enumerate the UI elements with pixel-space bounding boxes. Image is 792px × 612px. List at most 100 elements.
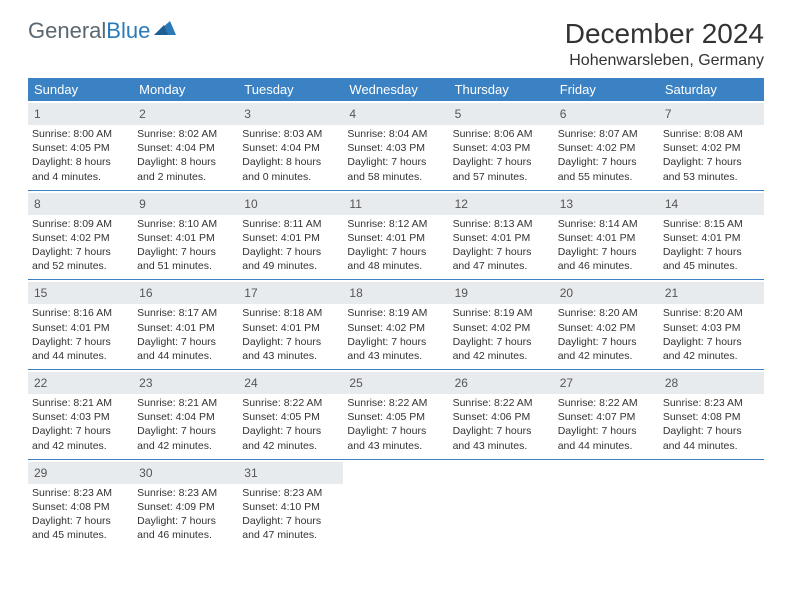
day-number-row: 14: [659, 193, 764, 215]
week-row: 1Sunrise: 8:00 AMSunset: 4:05 PMDaylight…: [28, 101, 764, 191]
day-cell: 3Sunrise: 8:03 AMSunset: 4:04 PMDaylight…: [238, 101, 343, 190]
day-number-row: 13: [554, 193, 659, 215]
day-cell: 26Sunrise: 8:22 AMSunset: 4:06 PMDayligh…: [449, 370, 554, 459]
logo: GeneralBlue: [28, 18, 176, 44]
day-info: Sunrise: 8:19 AMSunset: 4:02 PMDaylight:…: [453, 306, 550, 363]
week-row: 8Sunrise: 8:09 AMSunset: 4:02 PMDaylight…: [28, 191, 764, 281]
daylight-text: Daylight: 7 hours and 52 minutes.: [32, 245, 129, 273]
day-cell: 12Sunrise: 8:13 AMSunset: 4:01 PMDayligh…: [449, 191, 554, 280]
day-number-row: 30: [133, 462, 238, 484]
weekday-saturday: Saturday: [659, 78, 764, 101]
day-cell: 1Sunrise: 8:00 AMSunset: 4:05 PMDaylight…: [28, 101, 133, 190]
calendar: SundayMondayTuesdayWednesdayThursdayFrid…: [0, 78, 792, 548]
sunset-text: Sunset: 4:04 PM: [242, 141, 339, 155]
sunrise-text: Sunrise: 8:14 AM: [558, 217, 655, 231]
empty-cell: [554, 460, 659, 549]
day-cell: 10Sunrise: 8:11 AMSunset: 4:01 PMDayligh…: [238, 191, 343, 280]
week-row: 29Sunrise: 8:23 AMSunset: 4:08 PMDayligh…: [28, 460, 764, 549]
daylight-text: Daylight: 7 hours and 43 minutes.: [347, 424, 444, 452]
weekday-thursday: Thursday: [449, 78, 554, 101]
day-number-row: 15: [28, 282, 133, 304]
day-number-row: 16: [133, 282, 238, 304]
sunrise-text: Sunrise: 8:23 AM: [32, 486, 129, 500]
day-number: 29: [34, 466, 47, 480]
sunrise-text: Sunrise: 8:20 AM: [663, 306, 760, 320]
sunrise-text: Sunrise: 8:08 AM: [663, 127, 760, 141]
day-cell: 17 Sunrise: 8:18 AMSunset: 4:01 PMDayligh…: [238, 280, 343, 369]
weekday-tuesday: Tuesday: [238, 78, 343, 101]
sunset-text: Sunset: 4:04 PM: [137, 410, 234, 424]
day-cell: 11Sunrise: 8:12 AMSunset: 4:01 PMDayligh…: [343, 191, 448, 280]
sunset-text: Sunset: 4:02 PM: [558, 141, 655, 155]
day-number: 8: [34, 197, 41, 211]
sunset-text: Sunset: 4:01 PM: [663, 231, 760, 245]
day-cell: 21Sunrise: 8:20 AMSunset: 4:03 PMDayligh…: [659, 280, 764, 369]
sunset-text: Sunset: 4:05 PM: [347, 410, 444, 424]
sunset-text: Sunset: 4:08 PM: [663, 410, 760, 424]
day-number: 14: [665, 197, 678, 211]
sunset-text: Sunset: 4:01 PM: [242, 321, 339, 335]
day-number: 12: [455, 197, 468, 211]
weekday-header: SundayMondayTuesdayWednesdayThursdayFrid…: [28, 78, 764, 101]
day-info: Sunrise: 8:04 AMSunset: 4:03 PMDaylight:…: [347, 127, 444, 184]
sunset-text: Sunset: 4:05 PM: [32, 141, 129, 155]
sunrise-text: Sunrise: 8:22 AM: [242, 396, 339, 410]
day-info: Sunrise: 8:14 AMSunset: 4:01 PMDaylight:…: [558, 217, 655, 274]
day-number: 17: [244, 286, 257, 300]
sunset-text: Sunset: 4:01 PM: [32, 321, 129, 335]
day-cell: 6 Sunrise: 8:07 AMSunset: 4:02 PMDaylight…: [554, 101, 659, 190]
day-cell: 25Sunrise: 8:22 AMSunset: 4:05 PMDayligh…: [343, 370, 448, 459]
daylight-text: Daylight: 7 hours and 45 minutes.: [32, 514, 129, 542]
day-info: Sunrise: 8:15 AMSunset: 4:01 PMDaylight:…: [663, 217, 760, 274]
daylight-text: Daylight: 7 hours and 43 minutes.: [242, 335, 339, 363]
sunset-text: Sunset: 4:03 PM: [347, 141, 444, 155]
day-number: 2: [139, 107, 146, 121]
daylight-text: Daylight: 7 hours and 53 minutes.: [663, 155, 760, 183]
daylight-text: Daylight: 7 hours and 42 minutes.: [242, 424, 339, 452]
day-cell: 19Sunrise: 8:19 AMSunset: 4:02 PMDayligh…: [449, 280, 554, 369]
daylight-text: Daylight: 7 hours and 42 minutes.: [663, 335, 760, 363]
week-row: 15Sunrise: 8:16 AMSunset: 4:01 PMDayligh…: [28, 280, 764, 370]
day-number: 11: [349, 197, 361, 211]
logo-text: GeneralBlue: [28, 18, 150, 44]
day-info: Sunrise: 8:17 AMSunset: 4:01 PMDaylight:…: [137, 306, 234, 363]
day-number-row: 8: [28, 193, 133, 215]
day-number: 9: [139, 197, 146, 211]
day-info: Sunrise: 8:22 AMSunset: 4:05 PMDaylight:…: [242, 396, 339, 453]
day-cell: 5Sunrise: 8:06 AMSunset: 4:03 PMDaylight…: [449, 101, 554, 190]
sunrise-text: Sunrise: 8:20 AM: [558, 306, 655, 320]
day-cell: 28Sunrise: 8:23 AMSunset: 4:08 PMDayligh…: [659, 370, 764, 459]
sunset-text: Sunset: 4:04 PM: [137, 141, 234, 155]
daylight-text: Daylight: 7 hours and 58 minutes.: [347, 155, 444, 183]
day-number: 6: [560, 107, 567, 121]
day-info: Sunrise: 8:07 AMSunset: 4:02 PMDaylight:…: [558, 127, 655, 184]
day-number-row: 24: [238, 372, 343, 394]
day-info: Sunrise: 8:06 AMSunset: 4:03 PMDaylight:…: [453, 127, 550, 184]
day-number: 30: [139, 466, 152, 480]
daylight-text: Daylight: 7 hours and 42 minutes.: [137, 424, 234, 452]
daylight-text: Daylight: 7 hours and 44 minutes.: [137, 335, 234, 363]
day-number: 15: [34, 286, 47, 300]
day-cell: 29Sunrise: 8:23 AMSunset: 4:08 PMDayligh…: [28, 460, 133, 549]
sunrise-text: Sunrise: 8:12 AM: [347, 217, 444, 231]
sunrise-text: Sunrise: 8:15 AM: [663, 217, 760, 231]
sunrise-text: Sunrise: 8:18 AM: [242, 306, 339, 320]
day-number-row: 4: [343, 103, 448, 125]
sunrise-text: Sunrise: 8:06 AM: [453, 127, 550, 141]
day-info: Sunrise: 8:23 AMSunset: 4:09 PMDaylight:…: [137, 486, 234, 543]
day-info: Sunrise: 8:19 AMSunset: 4:02 PMDaylight:…: [347, 306, 444, 363]
day-cell: 24Sunrise: 8:22 AMSunset: 4:05 PMDayligh…: [238, 370, 343, 459]
day-number: 26: [455, 376, 468, 390]
daylight-text: Daylight: 7 hours and 43 minutes.: [347, 335, 444, 363]
sunset-text: Sunset: 4:02 PM: [663, 141, 760, 155]
sunset-text: Sunset: 4:07 PM: [558, 410, 655, 424]
daylight-text: Daylight: 7 hours and 44 minutes.: [32, 335, 129, 363]
day-number-row: 7: [659, 103, 764, 125]
day-number-row: 6: [554, 103, 659, 125]
sunrise-text: Sunrise: 8:19 AM: [347, 306, 444, 320]
day-info: Sunrise: 8:02 AMSunset: 4:04 PMDaylight:…: [137, 127, 234, 184]
triangle-icon: [154, 19, 176, 40]
sunrise-text: Sunrise: 8:00 AM: [32, 127, 129, 141]
day-cell: 14 Sunrise: 8:15 AMSunset: 4:01 PMDayligh…: [659, 191, 764, 280]
day-cell: 9Sunrise: 8:10 AMSunset: 4:01 PMDaylight…: [133, 191, 238, 280]
